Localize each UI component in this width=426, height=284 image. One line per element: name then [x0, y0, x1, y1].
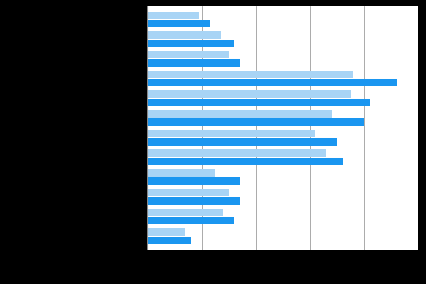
Bar — [147, 158, 342, 165]
Bar — [147, 99, 369, 106]
Bar — [147, 228, 185, 236]
Bar — [147, 197, 239, 204]
Bar — [147, 178, 239, 185]
Bar — [147, 130, 315, 137]
Bar — [147, 208, 223, 216]
Bar — [147, 79, 396, 86]
Bar — [147, 39, 233, 47]
Bar — [147, 217, 233, 224]
Bar — [147, 110, 331, 118]
Bar — [147, 71, 353, 78]
Bar — [147, 20, 209, 27]
Legend: 2011, 2007: 2011, 2007 — [234, 281, 330, 284]
Bar — [147, 138, 337, 145]
Bar — [147, 12, 199, 19]
Bar — [147, 118, 363, 126]
Bar — [147, 31, 220, 39]
Bar — [147, 59, 239, 67]
Bar — [147, 237, 190, 244]
Bar — [147, 149, 325, 157]
Bar — [147, 90, 350, 98]
Bar — [147, 51, 228, 59]
Bar — [147, 169, 215, 177]
Bar — [147, 189, 228, 196]
